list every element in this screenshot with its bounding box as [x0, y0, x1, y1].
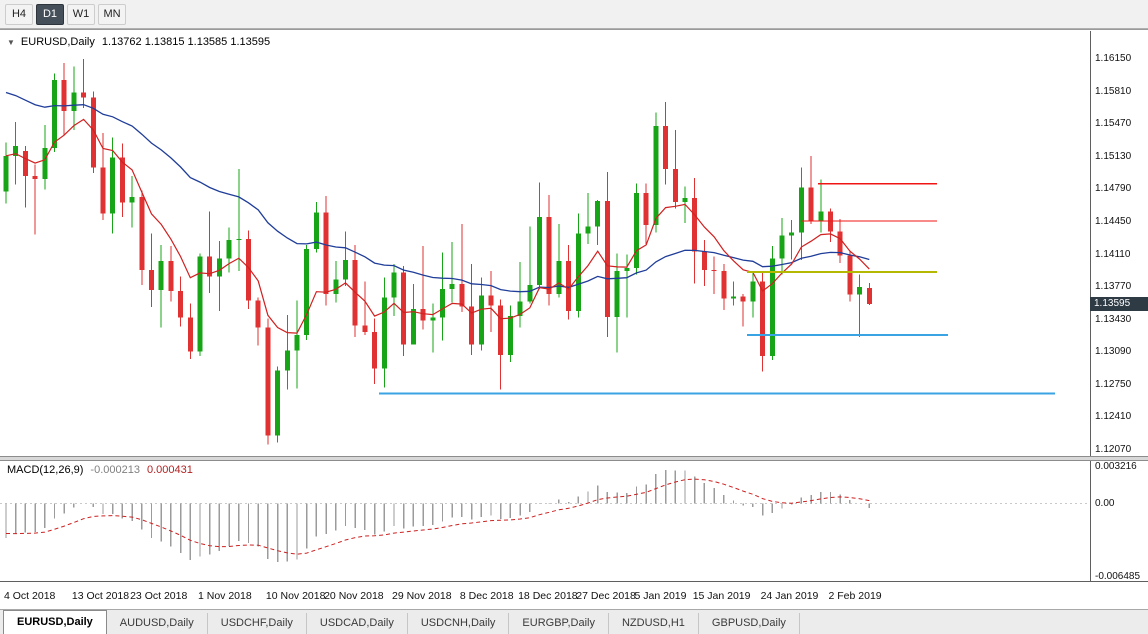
chart-tab-audusd[interactable]: AUDUSD,Daily [106, 613, 208, 634]
price-axis-label: 1.15130 [1095, 150, 1132, 162]
chart-tab-eurgbp[interactable]: EURGBP,Daily [509, 613, 609, 634]
date-axis-label: 29 Nov 2018 [392, 590, 452, 602]
date-axis-label: 15 Jan 2019 [692, 590, 751, 602]
chart-tab-eurusd[interactable]: EURUSD,Daily [3, 610, 107, 634]
date-axis-label: 8 Dec 2018 [459, 590, 514, 602]
price-axis-label: 1.12750 [1095, 378, 1132, 390]
timeframe-toolbar: H4 D1 W1 MN [0, 0, 1148, 29]
macd-header: MACD(12,26,9) -0.000213 0.000431 [7, 464, 193, 476]
price-axis-label: 1.14110 [1095, 248, 1131, 260]
price-axis-label: 1.15470 [1095, 118, 1132, 130]
date-axis-label: 13 Oct 2018 [71, 590, 130, 602]
macd-axis-label: -0.006485 [1095, 571, 1141, 582]
macd-axis-label: 0.00 [1095, 497, 1115, 509]
price-axis-label: 1.13770 [1095, 281, 1132, 293]
current-price-badge: 1.13595 [1090, 296, 1148, 311]
price-axis-label: 1.14450 [1095, 215, 1132, 227]
price-axis-label: 1.13090 [1095, 346, 1132, 358]
macd-main-value: -0.000213 [90, 464, 140, 476]
main-price-pane[interactable]: ▼ EURUSD,Daily 1.13762 1.13815 1.13585 1… [0, 31, 1090, 456]
macd-value-axis[interactable]: 0.003216 0.00 -0.006485 [1090, 461, 1148, 582]
macd-chart[interactable] [0, 461, 1090, 581]
date-axis-label: 2 Feb 2019 [828, 590, 882, 602]
date-axis-label: 18 Dec 2018 [518, 590, 578, 602]
chart-header: ▼ EURUSD,Daily 1.13762 1.13815 1.13585 1… [7, 36, 270, 48]
date-axis-label: 10 Nov 2018 [265, 590, 326, 602]
chart-tab-nzdusd[interactable]: NZDUSD,H1 [608, 613, 699, 634]
macd-axis-label: 0.003216 [1095, 461, 1137, 472]
date-axis-label: 27 Dec 2018 [576, 590, 636, 602]
price-axis-label: 1.15810 [1095, 85, 1132, 97]
date-axis-label: 1 Nov 2018 [198, 590, 252, 602]
symbol-dropdown-icon: ▼ [7, 37, 15, 47]
chart-ohlc-values: 1.13762 1.13815 1.13585 1.13595 [101, 36, 271, 48]
date-axis-label: 20 Nov 2018 [324, 590, 384, 602]
timeframe-mn-button[interactable]: MN [98, 3, 126, 25]
pane-splitter[interactable] [0, 456, 1148, 461]
date-axis[interactable]: 4 Oct 2018 13 Oct 2018 23 Oct 2018 1 Nov 20… [0, 581, 1148, 610]
date-axis-label: 24 Jan 2019 [760, 590, 819, 602]
timeframe-w1-button[interactable]: W1 [67, 3, 95, 25]
date-axis-label: 23 Oct 2018 [130, 590, 188, 602]
timeframe-d1-button[interactable]: D1 [36, 3, 64, 25]
chart-symbol-label: EURUSD,Daily [20, 36, 95, 48]
date-axis-label: 5 Jan 2019 [634, 590, 687, 602]
timeframe-h4-button[interactable]: H4 [5, 3, 33, 25]
price-axis-label: 1.13430 [1095, 313, 1132, 325]
price-axis-label: 1.16150 [1095, 53, 1132, 64]
chart-tab-usdchf[interactable]: USDCHF,Daily [207, 613, 307, 634]
chart-tab-usdcnh[interactable]: USDCNH,Daily [407, 613, 510, 634]
date-axis-label: 4 Oct 2018 [4, 590, 56, 602]
candlestick-chart[interactable] [0, 31, 1090, 456]
chart-tabs-bar: EURUSD,Daily AUDUSD,Daily USDCHF,Daily USDC… [0, 609, 1148, 634]
price-axis-label: 1.14790 [1095, 183, 1132, 195]
price-axis[interactable]: 1.16150 1.15810 1.15470 1.15130 1.14790 1.144… [1090, 31, 1148, 456]
macd-indicator-pane[interactable]: MACD(12,26,9) -0.000213 0.000431 [0, 461, 1090, 581]
chart-tab-gbpusd[interactable]: GBPUSD,Daily [698, 613, 800, 634]
chart-window: ▼ EURUSD,Daily 1.13762 1.13815 1.13585 1… [0, 29, 1148, 610]
macd-label: MACD(12,26,9) [7, 464, 84, 476]
price-axis-label: 1.12410 [1095, 411, 1132, 423]
macd-signal-value: 0.000431 [146, 464, 193, 476]
chart-tab-usdcad[interactable]: USDCAD,Daily [306, 613, 408, 634]
price-axis-label: 1.12070 [1095, 444, 1132, 455]
